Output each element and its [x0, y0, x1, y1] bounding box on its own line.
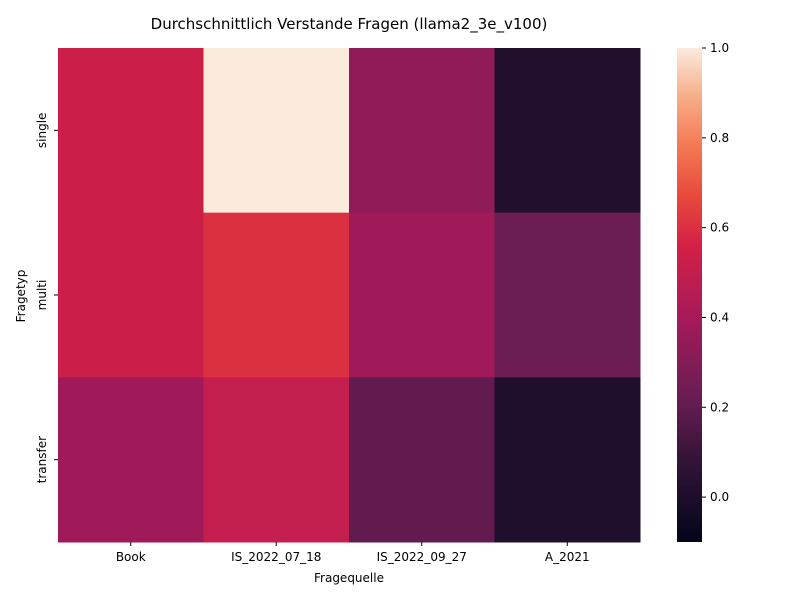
colorbar-tick-label: 1.0: [710, 41, 729, 55]
heatmap-cell: [58, 48, 204, 214]
chart-title: Durchschnittlich Verstande Fragen (llama…: [151, 15, 548, 34]
x-tick-label: IS_2022_07_18: [231, 550, 321, 564]
x-axis-label: Fragequelle: [314, 571, 384, 585]
heatmap-cell: [58, 212, 204, 378]
colorbar-tick-label: 0.4: [710, 310, 729, 324]
colorbar-tick-label: 0.0: [710, 490, 729, 504]
heatmap-cell: [203, 377, 350, 543]
heatmap-cell: [203, 212, 350, 378]
y-axis: single multi transfer: [35, 113, 58, 483]
heatmap-cells: [58, 48, 641, 543]
heatmap-cell: [349, 212, 495, 378]
x-tick-label: Book: [116, 550, 146, 564]
x-tick-label: A_2021: [545, 550, 590, 564]
y-tick-label: multi: [35, 280, 49, 311]
heatmap-cell: [349, 377, 495, 543]
colorbar-tick-label: 0.8: [710, 131, 729, 145]
heatmap-cell: [494, 48, 641, 214]
y-axis-label: Fragetyp: [14, 270, 28, 323]
colorbar-tick-label: 0.6: [710, 221, 729, 235]
colorbar: [677, 48, 702, 542]
heatmap-cell: [58, 377, 204, 543]
y-tick-label: single: [35, 113, 49, 149]
colorbar-tick-label: 0.2: [710, 400, 729, 414]
heatmap-cell: [494, 377, 641, 543]
heatmap-cell: [494, 212, 641, 378]
colorbar-axis: 0.0 0.2 0.4 0.6 0.8 1.0: [702, 41, 729, 504]
heatmap-cell: [349, 48, 495, 214]
y-tick-label: transfer: [35, 436, 49, 483]
heatmap-cell: [203, 48, 350, 214]
x-tick-label: IS_2022_09_27: [377, 550, 467, 564]
x-axis: Book IS_2022_07_18 IS_2022_09_27 A_2021: [116, 542, 590, 564]
